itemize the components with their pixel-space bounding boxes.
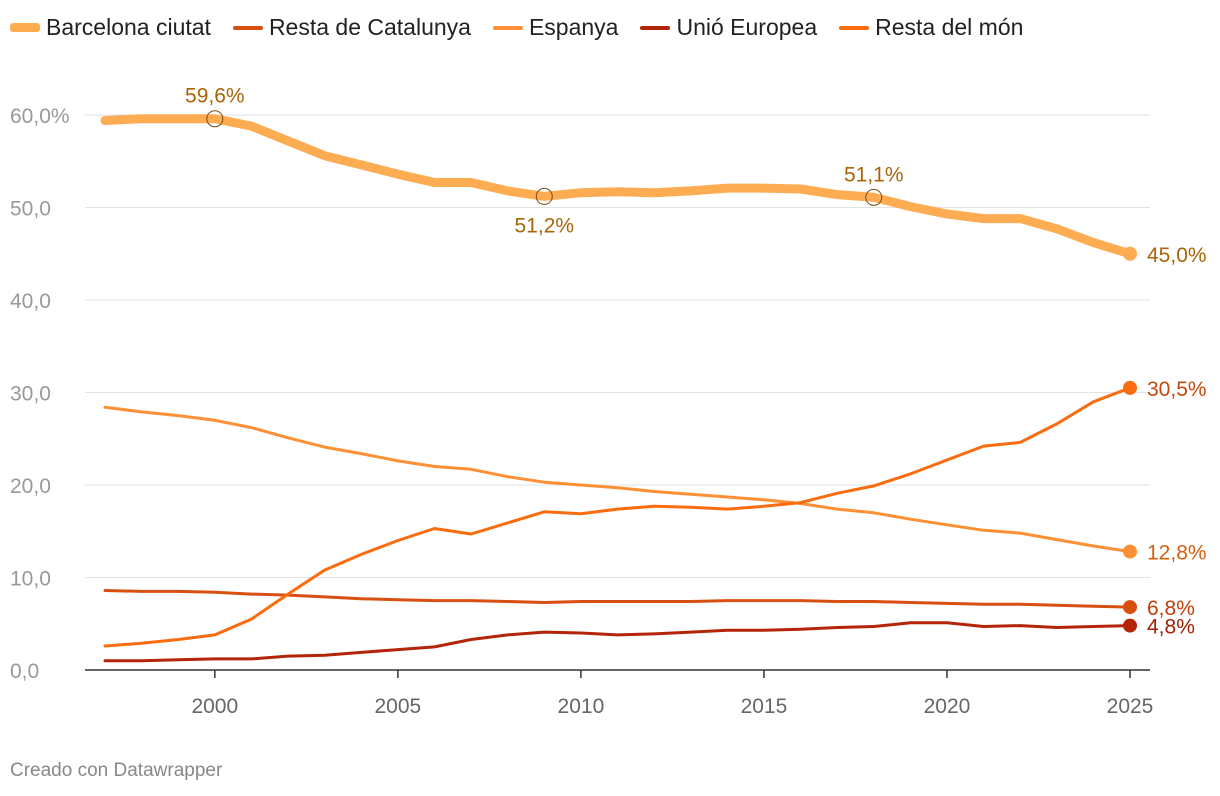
legend-swatch — [839, 25, 870, 30]
y-tick-label: 10,0 — [10, 568, 51, 591]
series-line-resta-del-m-n — [103, 386, 1132, 648]
legend-label: Barcelona ciutat — [46, 14, 211, 40]
y-tick-label: 50,0 — [10, 198, 51, 221]
legend-swatch — [640, 25, 671, 30]
annotation-label: 59,6% — [185, 85, 245, 108]
x-tick-label: 2025 — [1107, 695, 1154, 718]
legend-item: Espanya — [492, 14, 619, 41]
series-line-espanya — [103, 405, 1132, 554]
legend-label: Resta de Catalunya — [268, 14, 471, 40]
series-line-resta-de-catalunya — [103, 589, 1132, 609]
footer-credit: Creado con Datawrapper — [10, 760, 223, 781]
legend-label: Resta del món — [875, 14, 1024, 40]
x-tick-label: 2010 — [558, 695, 605, 718]
legend-label: Espanya — [528, 14, 619, 40]
legend-swatch — [492, 25, 523, 30]
x-tick-label: 2020 — [924, 695, 971, 718]
legend-swatch — [232, 25, 263, 30]
end-label: 6,8% — [1147, 597, 1195, 620]
annotation-label: 51,2% — [515, 214, 575, 237]
y-tick-label: 20,0 — [10, 475, 51, 498]
end-dot — [1123, 618, 1137, 633]
end-label: 12,8% — [1147, 542, 1207, 565]
end-dot — [1123, 600, 1137, 615]
x-tick-label: 2015 — [741, 695, 788, 718]
annotation-marker — [206, 110, 224, 128]
chart-legend: Barcelona ciutat Resta de Catalunya Espany… — [10, 14, 1045, 41]
series-line-barcelona-ciutat — [100, 114, 1135, 259]
annotation-marker — [535, 187, 553, 205]
x-tick-label: 2005 — [374, 695, 421, 718]
end-label: 45,0% — [1147, 244, 1207, 267]
end-dot — [1123, 380, 1137, 395]
end-dot — [1123, 544, 1137, 559]
legend-swatch — [10, 23, 40, 32]
annotation-label: 51,1% — [844, 163, 904, 186]
end-label: 4,8% — [1147, 616, 1195, 639]
series-line-uni-europea — [103, 621, 1132, 663]
end-dot — [1123, 246, 1137, 261]
legend-item: Unió Europea — [640, 14, 817, 41]
y-tick-label: 30,0 — [10, 383, 51, 406]
y-tick-label: 40,0 — [10, 290, 51, 313]
x-tick-label: 2000 — [191, 695, 238, 718]
annotation-marker — [865, 188, 883, 206]
y-tick-label: 60,0% — [10, 105, 70, 128]
end-label: 30,5% — [1147, 378, 1207, 401]
legend-item: Resta de Catalunya — [232, 14, 471, 41]
legend-item: Barcelona ciutat — [10, 14, 211, 41]
legend-label: Unió Europea — [676, 14, 818, 40]
legend-item: Resta del món — [839, 14, 1023, 41]
y-tick-label: 0,0 — [10, 660, 39, 683]
